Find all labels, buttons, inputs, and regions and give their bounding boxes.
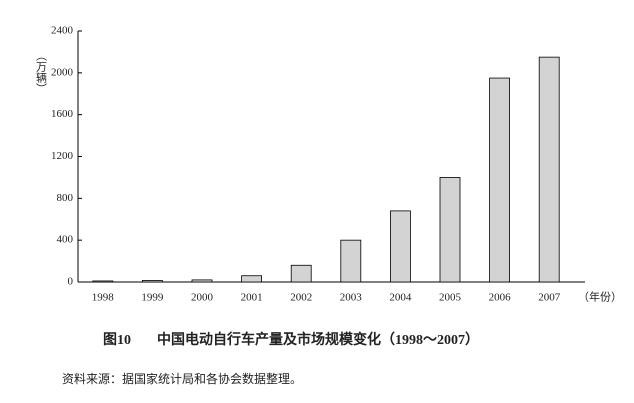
bar	[340, 239, 362, 283]
y-axis-label: （万辆）	[34, 50, 47, 94]
y-tick-label: 2000	[51, 66, 74, 78]
figure-number: 图10	[103, 332, 131, 348]
x-tick-label: 2001	[241, 292, 263, 304]
x-tick-label: 2000	[191, 292, 214, 304]
y-tick-label: 800	[57, 192, 74, 204]
x-tick-label: 2006	[489, 292, 512, 304]
bar	[538, 56, 560, 283]
bar	[141, 280, 163, 283]
x-tick-label: 2007	[538, 292, 561, 304]
y-tick-label: 0	[68, 276, 74, 288]
y-tick-label: 400	[57, 234, 74, 246]
x-tick-label: 2003	[340, 292, 363, 304]
x-tick-label: 1998	[92, 292, 115, 304]
source-note: 资料来源：据国家统计局和各协会数据整理。	[62, 371, 302, 386]
x-tick-label: 1999	[141, 292, 164, 304]
y-tick-label: 1600	[51, 108, 74, 120]
bar	[489, 77, 511, 283]
bar	[290, 264, 312, 283]
x-tick-label: 2002	[290, 292, 312, 304]
x-tick-label: 2005	[439, 292, 462, 304]
x-tick-label: 2004	[389, 292, 412, 304]
bar	[241, 275, 263, 283]
bar	[191, 279, 213, 283]
x-axis-label: （年份）	[578, 290, 622, 304]
chart-title: 中国电动自行车产量及市场规模变化（1998～2007）	[157, 331, 479, 348]
y-tick-label: 2400	[51, 25, 74, 37]
bar	[92, 280, 114, 283]
bar	[389, 210, 411, 283]
bar	[439, 177, 461, 283]
y-tick-label: 1200	[51, 150, 74, 162]
